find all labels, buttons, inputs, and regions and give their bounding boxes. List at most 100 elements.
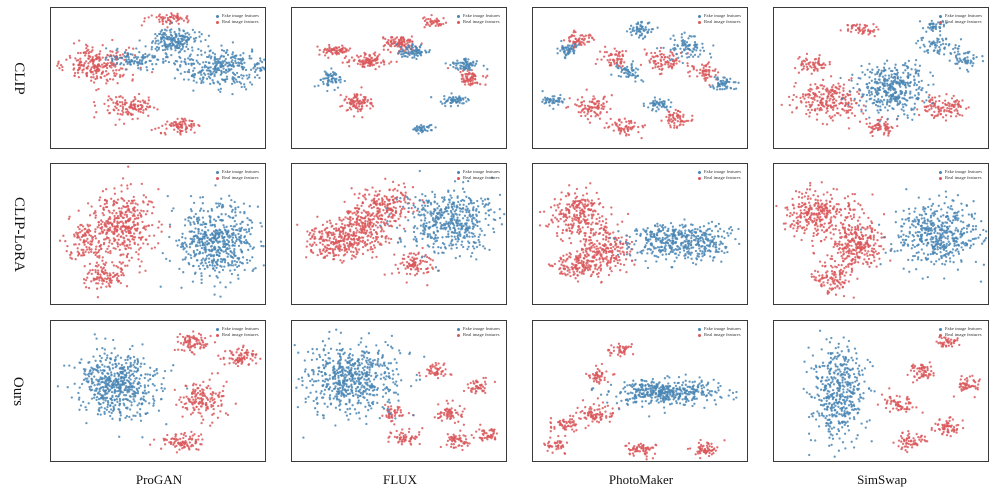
real-feature-point [573, 29, 576, 32]
fake-feature-point [938, 29, 942, 33]
real-feature-point [703, 64, 706, 68]
fake-feature-point [915, 97, 918, 100]
fake-feature-point [223, 235, 226, 239]
real-feature-point [147, 96, 150, 99]
real-feature-point [657, 65, 660, 68]
real-feature-point [831, 93, 834, 96]
fake-feature-point [970, 60, 973, 63]
real-feature-point [678, 60, 681, 63]
real-feature-point [670, 67, 674, 70]
fake-feature-point [734, 81, 737, 84]
fake-feature-point [151, 54, 154, 57]
real-feature-point [109, 50, 112, 53]
real-feature-point [619, 58, 623, 61]
fake-feature-point [245, 258, 249, 262]
real-feature-point [370, 56, 373, 60]
fake-feature-point [921, 86, 924, 90]
fake-feature-point [159, 285, 162, 288]
fake-feature-point [619, 66, 623, 69]
real-feature-point [106, 62, 109, 65]
fake-feature-point [894, 72, 897, 76]
real-feature-point [819, 99, 823, 102]
fake-feature-point [197, 264, 200, 268]
fake-feature-point [911, 118, 914, 121]
fake-feature-point [963, 60, 967, 63]
fake-feature-point [245, 231, 248, 234]
real-feature-point [124, 101, 127, 104]
fake-feature-point [462, 102, 465, 105]
real-feature-point [107, 245, 110, 248]
real-feature-point [714, 68, 717, 71]
fake-feature-point [892, 107, 895, 111]
real-feature-point [121, 53, 125, 56]
fake-feature-point [213, 223, 216, 227]
real-feature-point [94, 216, 97, 219]
real-feature-point [136, 209, 139, 212]
real-feature-point [101, 63, 104, 66]
real-feature-point [175, 20, 178, 23]
real-feature-point [162, 17, 165, 21]
real-feature-point [128, 259, 131, 262]
real-feature-point [81, 71, 84, 74]
fake-feature-point [226, 53, 230, 57]
fake-feature-point [456, 59, 459, 62]
real-feature-point [335, 46, 338, 49]
fake-feature-point [550, 99, 553, 102]
fake-feature-point [215, 266, 218, 269]
fake-feature-point [866, 68, 869, 71]
fake-feature-point [207, 229, 210, 232]
real-feature-point [884, 127, 887, 130]
fake-feature-point [192, 37, 196, 40]
real-feature-point [810, 108, 813, 112]
fake-feature-point [339, 81, 342, 84]
real-feature-point [111, 261, 114, 264]
real-feature-point [133, 227, 137, 231]
fake-feature-point [211, 79, 214, 82]
real-feature-point [586, 118, 590, 121]
fake-feature-point [197, 238, 200, 242]
real-feature-point [160, 230, 163, 233]
fake-feature-point [557, 103, 560, 106]
real-feature-point [126, 184, 129, 187]
real-feature-point [662, 58, 666, 61]
fake-feature-point [967, 70, 970, 73]
fake-feature-point [125, 60, 128, 63]
real-feature-point [144, 107, 147, 111]
real-feature-point [348, 47, 352, 50]
real-feature-point [838, 85, 841, 88]
fake-feature-point [217, 216, 220, 219]
fake-feature-point [246, 77, 249, 80]
real-feature-point [355, 104, 358, 107]
real-feature-point [183, 120, 186, 123]
real-feature-point [142, 194, 145, 197]
real-feature-point [594, 111, 597, 115]
fake-feature-point [194, 36, 198, 40]
real-feature-point [328, 43, 331, 47]
fake-feature-point [639, 30, 642, 34]
real-feature-point [390, 60, 393, 63]
real-feature-point [99, 58, 102, 61]
real-feature-point [100, 247, 103, 251]
fake-feature-point [879, 99, 882, 102]
real-feature-point [96, 271, 100, 274]
fake-feature-point [427, 125, 431, 128]
real-feature-point [658, 72, 662, 76]
fake-feature-point [233, 268, 236, 272]
real-feature-point [84, 278, 88, 282]
fake-feature-point [187, 252, 190, 256]
fake-feature-point [903, 94, 906, 97]
real-feature-point [816, 60, 820, 64]
real-feature-point [588, 100, 591, 103]
fake-feature-point [557, 98, 560, 101]
real-feature-point [657, 61, 660, 65]
fake-feature-point [617, 67, 620, 70]
fake-feature-point [227, 215, 230, 218]
real-feature-point [131, 117, 134, 121]
real-feature-point [828, 99, 831, 102]
real-feature-point [99, 273, 102, 276]
real-feature-point [352, 59, 355, 63]
fake-feature-point [475, 60, 478, 63]
real-feature-point [123, 213, 126, 216]
real-feature-point [864, 24, 867, 27]
fake-feature-point [972, 54, 975, 57]
